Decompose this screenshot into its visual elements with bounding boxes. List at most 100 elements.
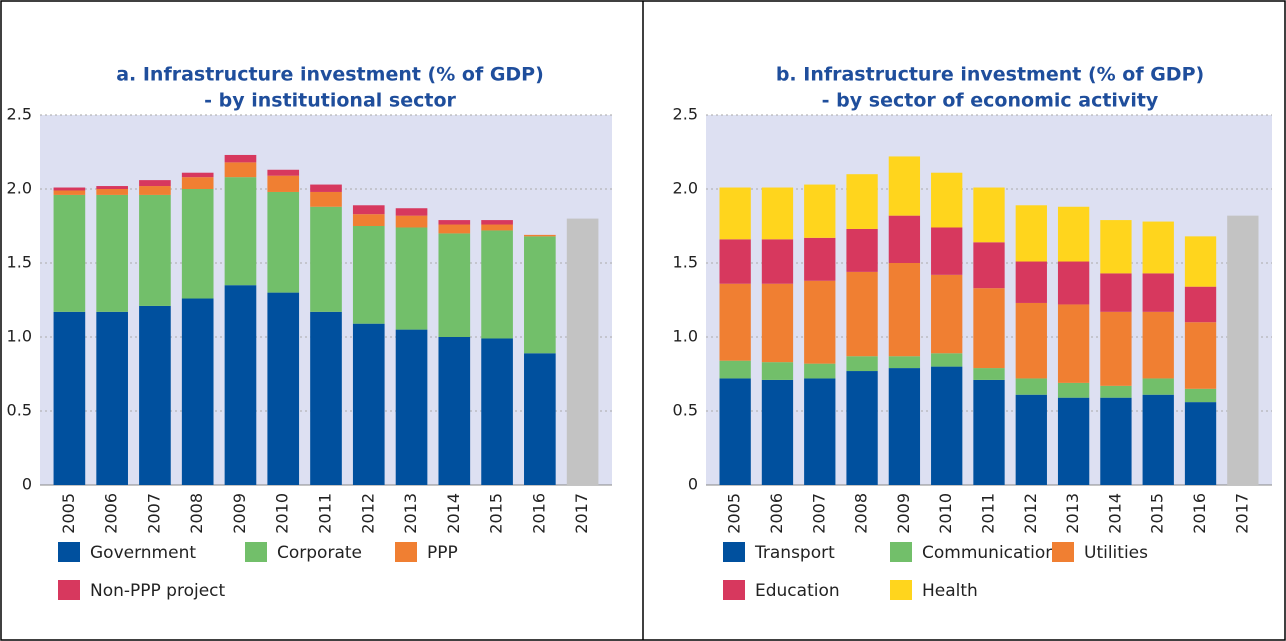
bar-segment — [1015, 205, 1047, 262]
bar-segment — [267, 169, 300, 176]
bar-segment — [1184, 236, 1217, 287]
y-tick-label: 2.0 — [673, 179, 698, 198]
bar-segment — [438, 224, 471, 234]
x-tick-label: 2016 — [1190, 493, 1209, 534]
bar-segment — [719, 378, 751, 485]
chart-subtitle: - by institutional sector — [204, 90, 456, 112]
bar-segment — [761, 283, 794, 363]
y-tick-label: 2.0 — [7, 179, 32, 198]
chart-title: a. Infrastructure investment (% of GDP) — [116, 64, 544, 86]
bar-segment — [931, 366, 963, 485]
bar-segment — [1057, 261, 1090, 305]
bar-segment — [1015, 261, 1047, 303]
bar-segment — [181, 172, 214, 178]
bar-segment — [1057, 206, 1090, 262]
bar-segment — [931, 353, 963, 367]
legend-swatch — [1052, 542, 1074, 562]
bar-segment — [1057, 304, 1090, 383]
bar-segment — [973, 379, 1005, 485]
y-tick-label: 1.0 — [673, 327, 698, 346]
bar-segment — [846, 228, 878, 272]
bar-segment — [931, 172, 963, 228]
x-tick-label: 2007 — [809, 493, 828, 534]
bar-segment — [224, 162, 257, 178]
x-tick-label: 2014 — [1105, 493, 1124, 534]
bar-segment — [267, 175, 300, 192]
bar-segment — [1015, 378, 1047, 395]
bar-segment — [1057, 382, 1090, 398]
y-tick-label: 0.5 — [673, 401, 698, 420]
bar-segment — [524, 353, 556, 485]
bar-segment — [395, 215, 428, 228]
x-tick-label: 2010 — [936, 493, 955, 534]
legend-label: Education — [755, 581, 840, 601]
bar-segment — [96, 194, 128, 312]
bar-segment — [1015, 394, 1047, 485]
x-tick-label: 2012 — [1021, 493, 1040, 534]
x-tick-label: 2015 — [487, 493, 506, 534]
bar-segment — [1100, 397, 1132, 485]
x-tick-label: 2010 — [273, 493, 292, 534]
y-tick-label: 2.5 — [7, 105, 32, 124]
bar-segment — [846, 271, 878, 357]
bar-segment — [1142, 394, 1174, 485]
bar-segment — [524, 234, 556, 237]
y-tick-label: 0.5 — [7, 401, 32, 420]
x-tick-label: 2006 — [767, 493, 786, 534]
bar-segment — [1100, 311, 1132, 386]
legend-label: Health — [922, 581, 978, 601]
bar-segment — [1142, 378, 1174, 395]
bar-segment — [352, 226, 385, 324]
bar-segment — [481, 338, 513, 485]
bar-segment — [310, 206, 342, 312]
x-tick-label: 2014 — [444, 493, 463, 534]
legend-label: Transport — [754, 543, 835, 563]
bar-segment — [973, 242, 1005, 289]
bar-segment — [1142, 311, 1174, 379]
bar-segment — [1184, 322, 1217, 389]
bar-segment — [804, 363, 836, 379]
bar-segment — [1184, 388, 1217, 403]
bar-segment — [1184, 402, 1217, 485]
x-tick-label: 2015 — [1148, 493, 1167, 534]
bar-segment — [224, 285, 257, 485]
x-tick-label: 2017 — [1232, 493, 1251, 534]
x-tick-label: 2013 — [401, 493, 420, 534]
y-tick-label: 0 — [688, 475, 698, 494]
bar-segment — [719, 283, 751, 361]
y-tick-label: 1.0 — [7, 327, 32, 346]
bar-segment — [181, 298, 214, 485]
bar-segment — [1100, 220, 1132, 274]
bar-segment — [931, 274, 963, 354]
bar-segment — [438, 337, 471, 485]
bar-segment — [1142, 273, 1174, 312]
chart-title: b. Infrastructure investment (% of GDP) — [776, 64, 1204, 86]
bar-segment — [973, 187, 1005, 243]
x-tick-label: 2011 — [316, 493, 335, 534]
bar-segment — [973, 288, 1005, 369]
legend-swatch — [395, 542, 417, 562]
bar-segment — [481, 220, 513, 225]
legend-label: Communication — [922, 543, 1056, 563]
bar-segment — [719, 187, 751, 240]
bar-segment — [438, 220, 471, 225]
legend-label: Government — [90, 543, 196, 563]
bar-segment — [438, 233, 471, 337]
x-tick-label: 2009 — [230, 493, 249, 534]
bar-segment — [1015, 302, 1047, 379]
bar-segment — [267, 191, 300, 293]
bar-segment — [310, 191, 342, 207]
bar-segment — [53, 187, 86, 191]
y-tick-label: 2.5 — [673, 105, 698, 124]
bar-segment — [53, 311, 86, 485]
x-tick-label: 2005 — [59, 493, 78, 534]
bar-segment — [1227, 215, 1259, 485]
bar-segment — [395, 208, 428, 216]
x-tick-label: 2012 — [358, 493, 377, 534]
x-tick-label: 2013 — [1063, 493, 1082, 534]
bar-segment — [761, 187, 794, 240]
bar-segment — [352, 205, 385, 215]
legend-swatch — [723, 542, 745, 562]
x-tick-label: 2008 — [852, 493, 871, 534]
